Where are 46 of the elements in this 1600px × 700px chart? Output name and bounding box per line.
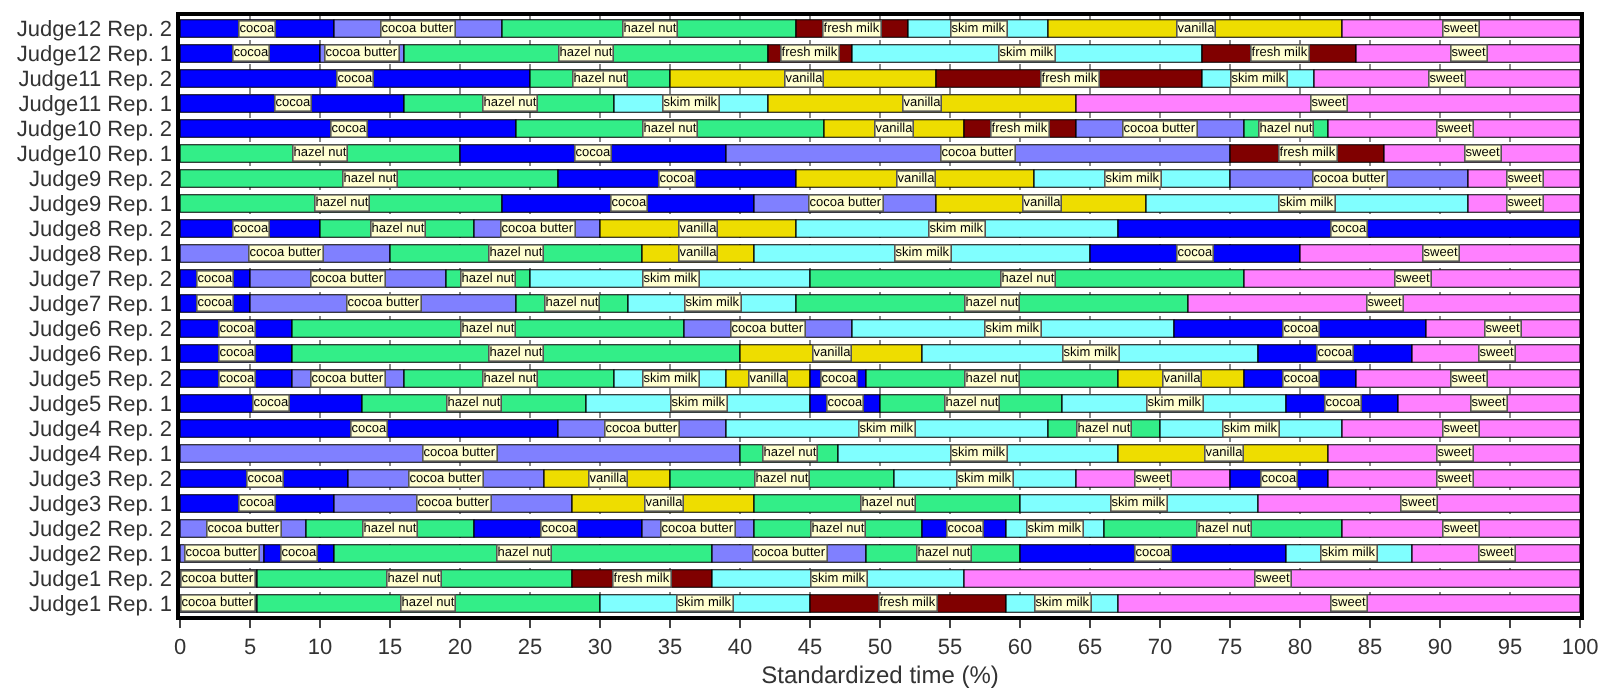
x-tick-label: 100 bbox=[1561, 635, 1599, 660]
x-tick-label: 10 bbox=[307, 635, 333, 660]
x-tick-label: 90 bbox=[1427, 635, 1453, 660]
x-tick-label: 25 bbox=[517, 635, 543, 660]
x-tick-label: 65 bbox=[1077, 635, 1103, 660]
x-tick-label: 85 bbox=[1357, 635, 1383, 660]
y-tick-label: Judge8 Rep. 2 bbox=[28, 218, 173, 243]
y-tick-label: Judge11 Rep. 2 bbox=[18, 68, 173, 93]
x-tick-label: 0 bbox=[173, 635, 187, 660]
y-tick-label: Judge5 Rep. 1 bbox=[28, 393, 173, 418]
y-tick-label: Judge2 Rep. 2 bbox=[28, 518, 173, 543]
x-tick-label: 95 bbox=[1497, 635, 1523, 660]
y-tick-label: Judge9 Rep. 2 bbox=[28, 168, 173, 193]
y-tick-label: Judge8 Rep. 1 bbox=[28, 243, 173, 268]
x-tick-label: 80 bbox=[1287, 635, 1313, 660]
y-tick-label: Judge11 Rep. 1 bbox=[18, 93, 173, 118]
y-tick-label: Judge4 Rep. 2 bbox=[28, 418, 173, 443]
x-tick-label: 70 bbox=[1147, 635, 1173, 660]
x-tick-label: 35 bbox=[657, 635, 683, 660]
x-tick-label: 20 bbox=[447, 635, 473, 660]
y-tick-label: Judge6 Rep. 1 bbox=[28, 343, 173, 368]
y-tick-label: Judge3 Rep. 2 bbox=[28, 468, 173, 493]
y-tick-label: Judge12 Rep. 1 bbox=[16, 43, 173, 68]
y-tick-label: Judge9 Rep. 1 bbox=[28, 193, 173, 218]
y-tick-label: Judge10 Rep. 1 bbox=[16, 143, 173, 168]
x-tick-label: 15 bbox=[377, 635, 403, 660]
y-tick-label: Judge7 Rep. 1 bbox=[28, 293, 173, 318]
y-tick-label: Judge12 Rep. 2 bbox=[16, 18, 173, 43]
y-tick-label: Judge1 Rep. 2 bbox=[28, 568, 173, 593]
x-tick-label: 5 bbox=[243, 635, 257, 660]
x-tick-label: 55 bbox=[937, 635, 963, 660]
x-axis-title: Standardized time (%) bbox=[761, 660, 999, 689]
x-tick-label: 40 bbox=[727, 635, 753, 660]
y-tick-label: Judge10 Rep. 2 bbox=[16, 118, 173, 143]
y-tick-label: Judge1 Rep. 1 bbox=[28, 593, 173, 618]
x-tick-label: 30 bbox=[587, 635, 613, 660]
y-tick-label: Judge5 Rep. 2 bbox=[28, 368, 173, 393]
y-tick-label: Judge6 Rep. 2 bbox=[28, 318, 173, 343]
x-tick-label: 50 bbox=[867, 635, 893, 660]
x-tick-label: 45 bbox=[797, 635, 823, 660]
y-tick-label: Judge7 Rep. 2 bbox=[28, 268, 173, 293]
y-tick-label: Judge4 Rep. 1 bbox=[28, 443, 173, 468]
y-tick-label: Judge2 Rep. 1 bbox=[28, 543, 173, 568]
x-tick-label: 75 bbox=[1217, 635, 1243, 660]
y-tick-label: Judge3 Rep. 1 bbox=[28, 493, 173, 518]
x-tick-label: 60 bbox=[1007, 635, 1033, 660]
